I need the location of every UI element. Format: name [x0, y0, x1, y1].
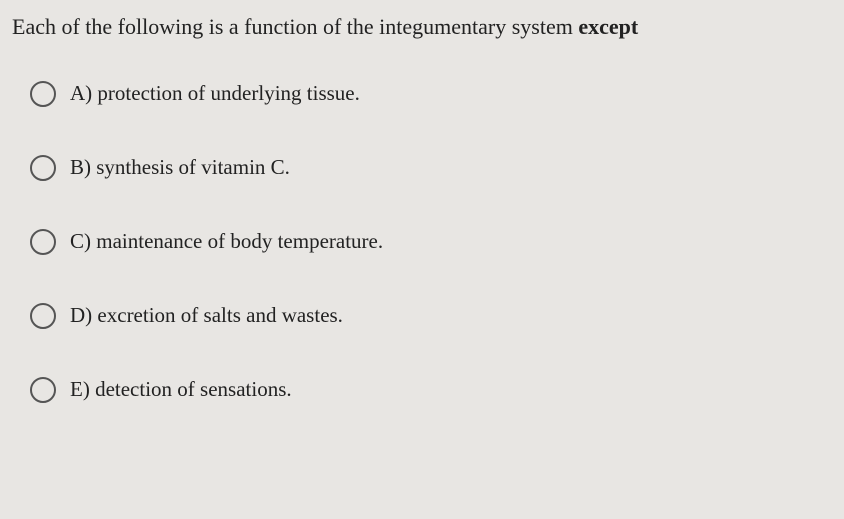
option-label: B) synthesis of vitamin C. [70, 155, 290, 180]
question-prefix: Each of the following is a function of t… [12, 14, 578, 39]
option-label: E) detection of sensations. [70, 377, 292, 402]
option-letter: A) [70, 81, 92, 105]
option-a[interactable]: A) protection of underlying tissue. [30, 81, 820, 107]
radio-icon[interactable] [30, 155, 56, 181]
radio-icon[interactable] [30, 377, 56, 403]
option-letter: E) [70, 377, 90, 401]
option-c[interactable]: C) maintenance of body temperature. [30, 229, 820, 255]
option-letter: B) [70, 155, 91, 179]
option-letter: D) [70, 303, 92, 327]
option-label: C) maintenance of body temperature. [70, 229, 383, 254]
option-e[interactable]: E) detection of sensations. [30, 377, 820, 403]
radio-icon[interactable] [30, 81, 56, 107]
question-stem: Each of the following is a function of t… [12, 12, 820, 43]
question-bold: except [578, 14, 638, 39]
radio-icon[interactable] [30, 303, 56, 329]
option-body: maintenance of body temperature. [96, 229, 383, 253]
options-list: A) protection of underlying tissue. B) s… [12, 81, 820, 403]
option-label: A) protection of underlying tissue. [70, 81, 360, 106]
option-body: detection of sensations. [95, 377, 292, 401]
option-body: protection of underlying tissue. [97, 81, 359, 105]
option-body: synthesis of vitamin C. [96, 155, 290, 179]
option-b[interactable]: B) synthesis of vitamin C. [30, 155, 820, 181]
option-d[interactable]: D) excretion of salts and wastes. [30, 303, 820, 329]
option-letter: C) [70, 229, 91, 253]
radio-icon[interactable] [30, 229, 56, 255]
option-body: excretion of salts and wastes. [97, 303, 343, 327]
option-label: D) excretion of salts and wastes. [70, 303, 343, 328]
